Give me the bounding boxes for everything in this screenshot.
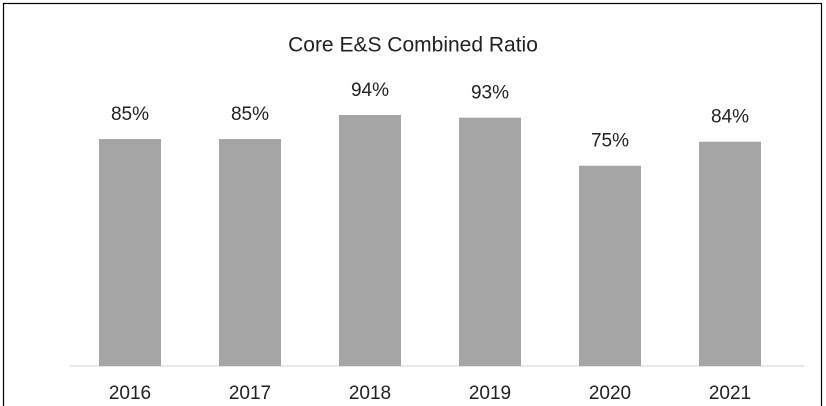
data-label: 94% [351, 80, 389, 101]
bar [579, 165, 641, 366]
x-tick-label: 2020 [589, 383, 631, 404]
data-label: 85% [231, 104, 269, 125]
x-tick-label: 2021 [709, 383, 751, 404]
data-label: 93% [471, 83, 509, 104]
x-tick-label: 2019 [469, 383, 511, 404]
chart-title: Core E&S Combined Ratio [288, 34, 538, 57]
x-tick-label: 2016 [109, 383, 151, 404]
data-label: 84% [711, 107, 749, 128]
bar [99, 139, 161, 366]
data-label: 75% [591, 131, 629, 152]
bar [459, 117, 521, 366]
x-tick-label: 2017 [229, 383, 271, 404]
bar [339, 115, 401, 366]
bar [699, 141, 761, 366]
bar [219, 139, 281, 366]
x-tick-label: 2018 [349, 383, 391, 404]
data-label: 85% [111, 104, 149, 125]
